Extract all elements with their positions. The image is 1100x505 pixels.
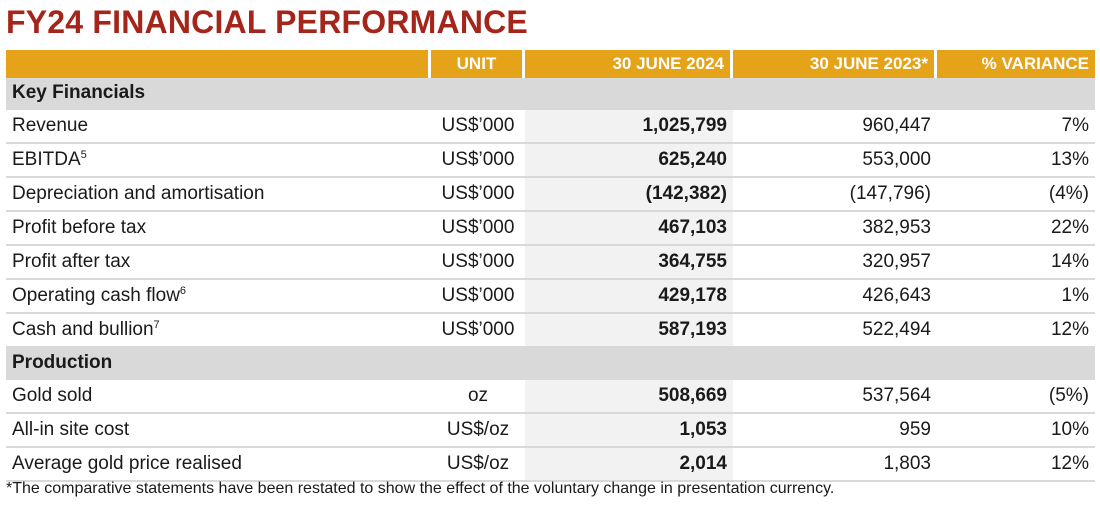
- row-label: All-in site cost: [6, 414, 431, 448]
- row-label-text: Profit after tax: [12, 251, 131, 272]
- header-label: [6, 50, 431, 78]
- row-variance: 12%: [937, 314, 1095, 348]
- section-title: Production: [6, 348, 1095, 380]
- row-previous-value: 382,953: [733, 212, 937, 246]
- table-row: Operating cash flow6 US$’000 429,178 426,64…: [6, 280, 1095, 314]
- header-unit: UNIT: [431, 50, 525, 78]
- row-unit: US$’000: [431, 246, 525, 280]
- row-label: Revenue: [6, 110, 431, 144]
- table-row: Cash and bullion7 US$’000 587,193 522,494 12…: [6, 314, 1095, 348]
- row-label-text: Gold sold: [12, 385, 93, 406]
- financial-performance-table: UNIT 30 JUNE 2024 30 JUNE 2023* % VARIAN…: [6, 50, 1095, 482]
- row-unit: US$’000: [431, 144, 525, 178]
- row-label-text: Operating cash flow: [12, 285, 180, 306]
- row-label-text: Profit before tax: [12, 217, 147, 238]
- row-previous-value: 960,447: [733, 110, 937, 144]
- table-header-row: UNIT 30 JUNE 2024 30 JUNE 2023* % VARIAN…: [6, 50, 1095, 78]
- row-previous-value: (147,796): [733, 178, 937, 212]
- section-title: Key Financials: [6, 78, 1095, 110]
- row-variance: 10%: [937, 414, 1095, 448]
- row-previous-value: 320,957: [733, 246, 937, 280]
- row-variance: 13%: [937, 144, 1095, 178]
- row-label-text: Average gold price realised: [12, 453, 242, 474]
- table-row: Average gold price realised US$/oz 2,014 1,…: [6, 448, 1095, 482]
- row-unit: US$’000: [431, 178, 525, 212]
- footnote-reference: 6: [179, 285, 187, 297]
- row-current-value: 467,103: [525, 212, 733, 246]
- row-current-value: 1,025,799: [525, 110, 733, 144]
- table-row: EBITDA5 US$’000 625,240 553,000 13%: [6, 144, 1095, 178]
- row-variance: 22%: [937, 212, 1095, 246]
- header-current-period: 30 JUNE 2024: [525, 50, 733, 78]
- table-row: Profit after tax US$’000 364,755 320,957 14%: [6, 246, 1095, 280]
- row-label-text: Depreciation and amortisation: [12, 183, 265, 204]
- row-variance: 14%: [937, 246, 1095, 280]
- row-previous-value: 959: [733, 414, 937, 448]
- row-unit: US$/oz: [431, 414, 525, 448]
- table-row: Profit before tax US$’000 467,103 382,953 22…: [6, 212, 1095, 246]
- row-label: Depreciation and amortisation: [6, 178, 431, 212]
- page-title: FY24 FINANCIAL PERFORMANCE: [6, 4, 528, 40]
- row-current-value: 364,755: [525, 246, 733, 280]
- row-label: Profit before tax: [6, 212, 431, 246]
- section-row: Key Financials: [6, 78, 1095, 110]
- row-unit: oz: [431, 380, 525, 414]
- row-current-value: 429,178: [525, 280, 733, 314]
- row-previous-value: 1,803: [733, 448, 937, 482]
- table-row: Gold sold oz 508,669 537,564 (5%): [6, 380, 1095, 414]
- table-row: All-in site cost US$/oz 1,053 959 10%: [6, 414, 1095, 448]
- row-label-text: All-in site cost: [12, 419, 130, 440]
- row-current-value: 587,193: [525, 314, 733, 348]
- row-previous-value: 537,564: [733, 380, 937, 414]
- row-label: Operating cash flow6: [6, 280, 431, 314]
- row-label: Gold sold: [6, 380, 431, 414]
- row-previous-value: 426,643: [733, 280, 937, 314]
- row-label: EBITDA5: [6, 144, 431, 178]
- row-current-value: 2,014: [525, 448, 733, 482]
- row-variance: 12%: [937, 448, 1095, 482]
- row-variance: 7%: [937, 110, 1095, 144]
- row-label-text: Cash and bullion: [12, 319, 154, 340]
- header-variance: % VARIANCE: [937, 50, 1095, 78]
- row-label: Average gold price realised: [6, 448, 431, 482]
- footnote: *The comparative statements have been re…: [6, 480, 835, 497]
- section-row: Production: [6, 348, 1095, 380]
- row-previous-value: 553,000: [733, 144, 937, 178]
- table-row: Depreciation and amortisation US$’000 (142…: [6, 178, 1095, 212]
- row-variance: (5%): [937, 380, 1095, 414]
- row-current-value: 1,053: [525, 414, 733, 448]
- row-variance: 1%: [937, 280, 1095, 314]
- row-unit: US$’000: [431, 212, 525, 246]
- row-current-value: 625,240: [525, 144, 733, 178]
- row-label: Cash and bullion7: [6, 314, 431, 348]
- row-unit: US$’000: [431, 280, 525, 314]
- row-label-text: Revenue: [12, 115, 89, 136]
- row-previous-value: 522,494: [733, 314, 937, 348]
- row-current-value: 508,669: [525, 380, 733, 414]
- row-label: Profit after tax: [6, 246, 431, 280]
- header-previous-period: 30 JUNE 2023*: [733, 50, 937, 78]
- row-unit: US$’000: [431, 314, 525, 348]
- table-row: Revenue US$’000 1,025,799 960,447 7%: [6, 110, 1095, 144]
- row-current-value: (142,382): [525, 178, 733, 212]
- row-label-text: EBITDA: [12, 149, 81, 170]
- row-unit: US$/oz: [431, 448, 525, 482]
- footnote-reference: 5: [80, 149, 87, 161]
- row-unit: US$’000: [431, 110, 525, 144]
- row-variance: (4%): [937, 178, 1095, 212]
- footnote-reference: 7: [153, 319, 160, 331]
